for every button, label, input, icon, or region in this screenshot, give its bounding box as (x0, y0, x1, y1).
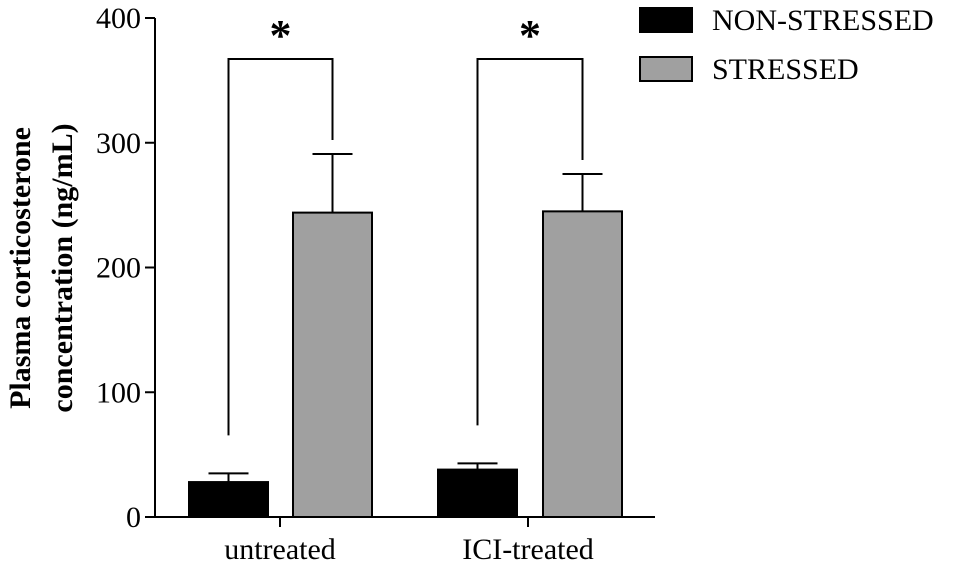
y-tick-label: 200 (96, 252, 141, 285)
bar-stressed-1 (542, 210, 623, 519)
x-tick-label: untreated (224, 533, 336, 566)
y-axis-label-line-2: concentration (ng/mL) (46, 123, 79, 412)
significance-bracket-0 (227, 58, 334, 436)
significance-marker-1: * (519, 11, 541, 60)
significance-bracket-1 (476, 58, 584, 426)
y-tick-label: 400 (96, 2, 141, 35)
bar-non-stressed-1 (437, 468, 518, 518)
legend-swatch-1 (639, 56, 693, 82)
y-tick-label: 300 (96, 127, 141, 160)
legend-swatch-0 (639, 7, 693, 33)
y-axis-label-line-1: Plasma corticosterone (4, 127, 37, 409)
y-tick-label: 0 (126, 501, 141, 534)
y-tick-label: 100 (96, 376, 141, 409)
bar-stressed-0 (292, 211, 373, 519)
bar-non-stressed-0 (188, 481, 269, 519)
significance-marker-0: * (270, 11, 292, 60)
x-tick-label: ICI-treated (462, 533, 594, 566)
legend-label-1: STRESSED (712, 53, 859, 86)
legend-label-0: NON-STRESSED (712, 4, 934, 37)
